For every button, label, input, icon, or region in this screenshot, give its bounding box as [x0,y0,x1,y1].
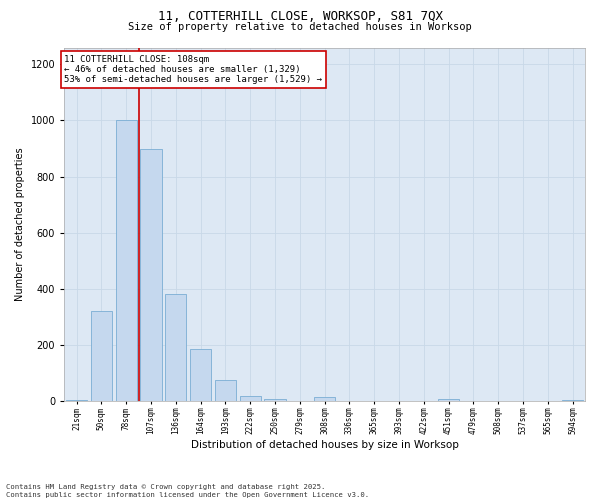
Bar [165,294,187,401]
X-axis label: Distribution of detached houses by size in Worksop: Distribution of detached houses by size … [191,440,458,450]
Bar [339,400,360,401]
Bar [438,399,459,401]
Bar [140,148,161,401]
Bar [265,399,286,401]
Bar [66,400,87,401]
Y-axis label: Number of detached properties: Number of detached properties [15,148,25,301]
Bar [91,312,112,401]
Bar [314,397,335,401]
Bar [116,120,137,401]
Text: 11 COTTERHILL CLOSE: 108sqm
← 46% of detached houses are smaller (1,329)
53% of : 11 COTTERHILL CLOSE: 108sqm ← 46% of det… [64,54,322,84]
Bar [215,380,236,401]
Text: 11, COTTERHILL CLOSE, WORKSOP, S81 7QX: 11, COTTERHILL CLOSE, WORKSOP, S81 7QX [157,10,443,23]
Bar [190,349,211,401]
Bar [239,396,261,401]
Text: Contains HM Land Registry data © Crown copyright and database right 2025.
Contai: Contains HM Land Registry data © Crown c… [6,484,369,498]
Bar [562,400,583,401]
Text: Size of property relative to detached houses in Worksop: Size of property relative to detached ho… [128,22,472,32]
Bar [289,400,310,401]
